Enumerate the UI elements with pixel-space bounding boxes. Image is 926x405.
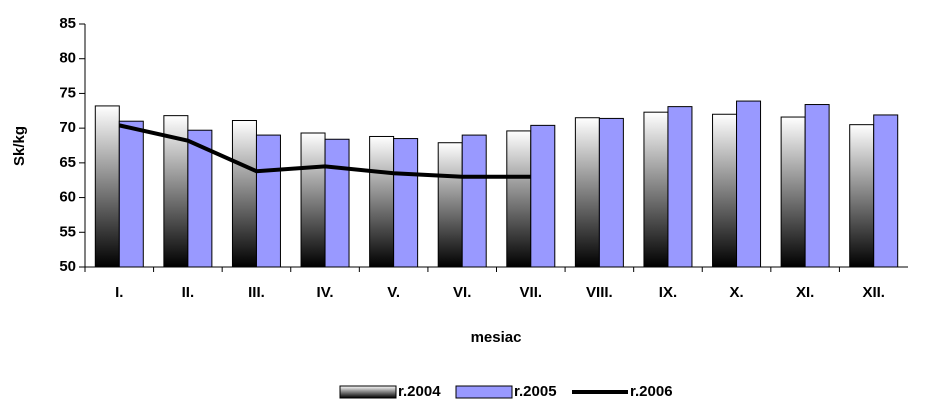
bar <box>255 134 281 268</box>
x-tick-label: VIII. <box>586 284 613 301</box>
legend-swatch <box>339 385 397 399</box>
y-tick-label: 85 <box>59 15 76 32</box>
bar <box>300 132 326 268</box>
x-tick-label: XII. <box>862 284 885 301</box>
bar <box>506 130 532 268</box>
y-tick-label: 55 <box>59 223 76 240</box>
x-tick-label: I. <box>115 284 123 301</box>
x-tick-label: III. <box>248 284 265 301</box>
bar <box>461 134 487 268</box>
x-tick-label: IX. <box>659 284 677 301</box>
bar <box>118 120 144 268</box>
bar <box>873 114 899 268</box>
bar <box>324 138 350 268</box>
bar <box>94 105 120 268</box>
x-axis-label: mesiac <box>471 329 522 346</box>
bar <box>574 117 600 268</box>
y-tick-label: 50 <box>59 258 76 275</box>
bar <box>530 124 556 268</box>
x-tick-label: V. <box>387 284 400 301</box>
legend-label: r.2005 <box>514 383 557 400</box>
bar <box>369 135 395 268</box>
y-tick-label: 80 <box>59 50 76 67</box>
x-tick-label: XI. <box>796 284 814 301</box>
y-tick-label: 75 <box>59 84 76 101</box>
y-tick-label: 65 <box>59 154 76 171</box>
bar <box>849 124 875 268</box>
bar <box>598 117 624 268</box>
y-tick-label: 70 <box>59 119 76 136</box>
legend-swatch <box>455 385 513 399</box>
bar <box>437 142 463 268</box>
legend-label: r.2006 <box>630 383 673 400</box>
bar <box>736 100 762 268</box>
line-series <box>118 123 531 179</box>
y-axis-label: Sk/kg <box>11 126 28 166</box>
bar <box>393 138 419 268</box>
y-tick-label: 60 <box>59 189 76 206</box>
bar <box>187 129 213 268</box>
x-tick-label: VII. <box>520 284 543 301</box>
x-tick-label: IV. <box>317 284 334 301</box>
bar <box>780 116 806 268</box>
bar <box>712 113 738 268</box>
legend-label: r.2004 <box>398 383 441 400</box>
bar <box>804 104 830 268</box>
bar <box>231 120 257 268</box>
x-tick-label: VI. <box>453 284 471 301</box>
bar <box>643 111 669 268</box>
x-tick-label: X. <box>729 284 743 301</box>
bar <box>667 106 693 268</box>
x-tick-label: II. <box>182 284 195 301</box>
